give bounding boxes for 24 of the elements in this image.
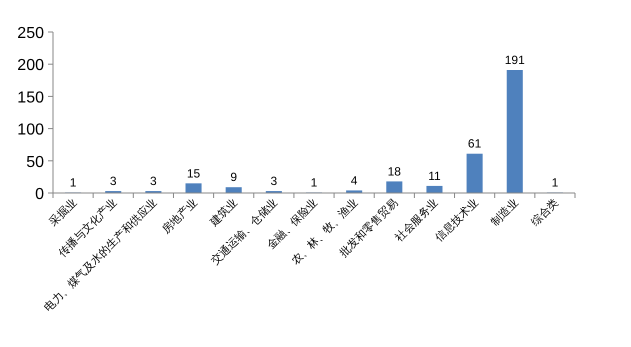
data-label: 191 [504, 52, 526, 67]
x-tick-label: 制造业 [488, 196, 521, 228]
data-label: 3 [150, 174, 158, 188]
y-tick-label: 100 [17, 122, 44, 139]
data-label: 3 [270, 174, 278, 188]
y-tick-label: 0 [35, 186, 44, 203]
y-tick-label: 50 [26, 154, 44, 171]
data-label: 1 [310, 175, 318, 190]
data-label: 15 [186, 166, 201, 180]
data-label: 3 [110, 174, 117, 188]
x-tick-label: 综合类 [528, 196, 562, 228]
x-tick-label: 房地产业 [159, 196, 200, 236]
x-tick-label: 建筑业 [206, 196, 240, 230]
y-tick-label: 250 [17, 25, 44, 42]
data-label: 18 [388, 164, 402, 178]
data-label: 4 [350, 173, 358, 188]
data-label: 1 [70, 175, 77, 190]
data-label: 61 [468, 136, 482, 151]
y-tick-label: 150 [17, 89, 44, 106]
data-label: 11 [428, 168, 442, 183]
data-label: 9 [230, 170, 238, 184]
y-tick-label: 200 [17, 57, 44, 74]
data-label: 1 [552, 175, 559, 190]
x-tick-label: 采掘业 [46, 196, 80, 228]
